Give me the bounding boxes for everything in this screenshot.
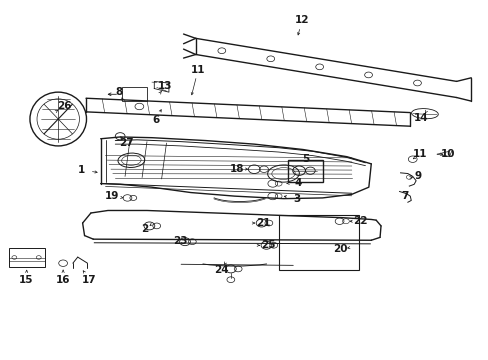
Text: 6: 6 — [152, 115, 159, 125]
Text: 16: 16 — [56, 275, 70, 285]
Bar — [288, 159, 323, 182]
Text: 18: 18 — [229, 163, 244, 174]
Text: 5: 5 — [302, 154, 309, 164]
Text: 9: 9 — [413, 171, 420, 181]
Text: 8: 8 — [115, 87, 122, 97]
Text: 1: 1 — [78, 165, 84, 175]
Text: 24: 24 — [213, 265, 228, 275]
Text: 21: 21 — [255, 218, 270, 228]
Text: 22: 22 — [352, 216, 367, 226]
Text: 15: 15 — [19, 275, 33, 285]
Text: 10: 10 — [440, 149, 455, 159]
Text: 17: 17 — [82, 275, 97, 285]
Bar — [278, 215, 358, 270]
Text: 12: 12 — [294, 15, 308, 26]
Text: 19: 19 — [104, 191, 119, 201]
Text: 25: 25 — [260, 240, 275, 250]
Text: 11: 11 — [190, 64, 205, 75]
Bar — [122, 87, 147, 101]
Text: 3: 3 — [293, 194, 300, 204]
Text: 14: 14 — [413, 113, 428, 123]
Text: 13: 13 — [158, 81, 172, 91]
Text: 27: 27 — [119, 139, 134, 148]
Bar — [9, 248, 44, 267]
Text: 7: 7 — [401, 191, 408, 201]
Text: 11: 11 — [412, 149, 427, 159]
Text: 2: 2 — [141, 225, 148, 234]
Text: 23: 23 — [173, 236, 187, 246]
Text: 20: 20 — [332, 244, 346, 254]
Text: 26: 26 — [57, 102, 71, 112]
Text: 4: 4 — [294, 178, 301, 188]
